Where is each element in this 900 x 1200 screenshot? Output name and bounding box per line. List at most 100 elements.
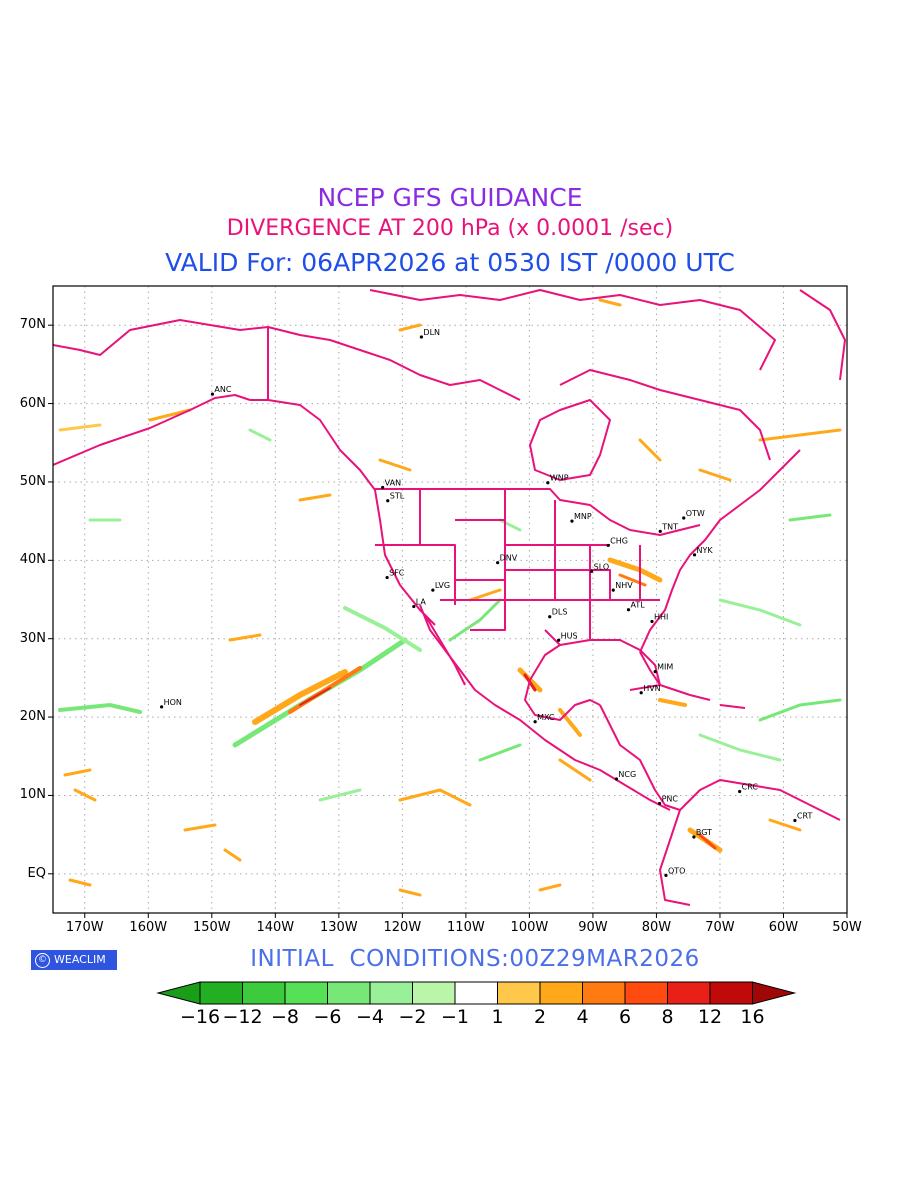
city-label-stl: STL — [390, 492, 405, 501]
lon-label: 170W — [65, 920, 104, 935]
city-label-tnt: TNT — [661, 522, 678, 531]
lon-label: 80W — [641, 920, 672, 935]
lon-label: 140W — [256, 920, 295, 935]
city-label-sfc: SFC — [389, 569, 405, 578]
colorbar-label: −4 — [355, 1006, 384, 1028]
colorbar-label: −12 — [222, 1006, 263, 1028]
colorbar-label: 16 — [740, 1006, 765, 1028]
graticule — [53, 286, 848, 913]
colorbar — [156, 981, 797, 1005]
colorbar-label: 6 — [618, 1006, 632, 1028]
city-label-van: VAN — [385, 478, 401, 487]
city-marker-hon — [160, 705, 164, 709]
logo-text: WEACLIM — [54, 953, 106, 966]
city-marker-hhi — [650, 619, 654, 624]
lon-label: 90W — [578, 920, 608, 935]
city-label-crt: CRT — [797, 812, 813, 821]
colorbar-swatch — [412, 981, 456, 1005]
city-label-chg: CHG — [610, 536, 628, 545]
lat-label: 10N — [19, 787, 46, 803]
colorbar-swatch — [709, 981, 753, 1005]
city-label-dnv: DNV — [500, 554, 518, 563]
lat-label: 50N — [19, 473, 46, 489]
city-label-hhi: HHI — [654, 612, 668, 621]
city-label-slo: SLO — [594, 562, 610, 571]
city-marker-ncg — [614, 777, 619, 781]
city-marker-pnc — [658, 801, 662, 806]
city-marker-mnp — [570, 519, 574, 523]
lon-label: 120W — [383, 920, 422, 935]
colorbar-swatch — [624, 981, 668, 1005]
city-marker-bgt — [692, 835, 696, 839]
lat-label: 70N — [19, 317, 46, 333]
weaclim-logo: © WEACLIM — [31, 950, 117, 970]
city-marker-dls — [548, 615, 552, 619]
lon-label: 110W — [447, 920, 485, 935]
city-marker-van — [381, 485, 385, 490]
colorbar-label: −1 — [440, 1006, 469, 1028]
city-label-mnp: MNP — [574, 512, 592, 521]
colorbar-swatch — [327, 981, 371, 1005]
colorbar-swatch — [242, 981, 286, 1005]
city-label-otw: OTW — [686, 509, 705, 518]
city-marker-mxc — [533, 720, 537, 724]
colorbar-label: 1 — [491, 1006, 504, 1028]
lon-label: 130W — [319, 920, 358, 935]
city-label-qto: QTO — [668, 866, 685, 875]
city-marker-anc — [210, 392, 215, 396]
city-label-hvn: HVN — [643, 684, 660, 693]
colorbar-max-arrow — [752, 981, 797, 1005]
coastlines-and-borders — [53, 289, 846, 906]
colorbar-swatch — [199, 981, 243, 1005]
city-marker-dnv — [496, 561, 500, 565]
city-label-nyk: NYK — [697, 546, 714, 555]
city-marker-dln — [419, 335, 424, 339]
colorbar-swatch — [582, 981, 626, 1005]
lat-label: 20N — [19, 709, 46, 725]
axis-ticks — [48, 324, 848, 918]
city-label-atl: ATL — [630, 601, 645, 610]
city-label-dln: DLN — [423, 328, 440, 337]
lat-label: EQ — [27, 865, 46, 881]
city-marker-qto — [664, 873, 668, 877]
colorbar-label: 2 — [533, 1006, 547, 1028]
city-marker-nhv — [611, 588, 615, 592]
colorbar-swatch — [667, 981, 711, 1005]
chart-subtitle-valid-time: VALID For: 06APR2026 at 0530 IST /0000 U… — [165, 248, 735, 277]
city-label-anc: ANC — [214, 385, 231, 394]
city-marker-stl — [386, 499, 390, 503]
colorbar-label: −6 — [313, 1006, 342, 1028]
city-marker-slo — [590, 569, 594, 573]
city-label-hon: HON — [164, 698, 182, 707]
colorbar-label: 8 — [661, 1006, 674, 1028]
lon-label: 50W — [832, 920, 862, 935]
city-marker-wnp — [546, 481, 550, 485]
city-marker-sfc — [385, 575, 389, 580]
city-label-la: LA — [416, 598, 427, 607]
city-label-dls: DLS — [552, 608, 568, 617]
colorbar-swatch — [497, 981, 541, 1005]
city-marker-mim — [653, 670, 657, 674]
city-marker-crc — [738, 789, 742, 794]
lat-label: 40N — [19, 552, 46, 568]
colorbar-label: −8 — [270, 1006, 299, 1028]
city-labels: ANC DLN WNP VAN STL MNP TNT OTW CHG NYK DNV SLO SFC L… — [160, 328, 812, 877]
lat-label: 30N — [19, 630, 46, 646]
colorbar-swatch — [369, 981, 413, 1005]
lon-label: 100W — [510, 920, 549, 935]
city-label-pnc: PNC — [662, 794, 679, 803]
city-marker-tnt — [658, 529, 662, 533]
city-label-nhv: NHV — [615, 581, 633, 590]
colorbar-label: −16 — [180, 1006, 221, 1028]
lat-label: 60N — [19, 395, 46, 411]
city-marker-la — [412, 604, 416, 609]
colorbar-swatch — [284, 981, 328, 1005]
city-label-hus: HUS — [561, 631, 578, 640]
city-marker-hus — [557, 638, 561, 642]
colorbar-label: 12 — [697, 1006, 723, 1028]
copyright-icon: © — [35, 952, 50, 968]
city-marker-nyk — [692, 553, 697, 557]
colorbar-min-arrow — [156, 981, 201, 1005]
colorbar-swatch — [539, 981, 583, 1005]
lon-label: 150W — [192, 920, 231, 935]
